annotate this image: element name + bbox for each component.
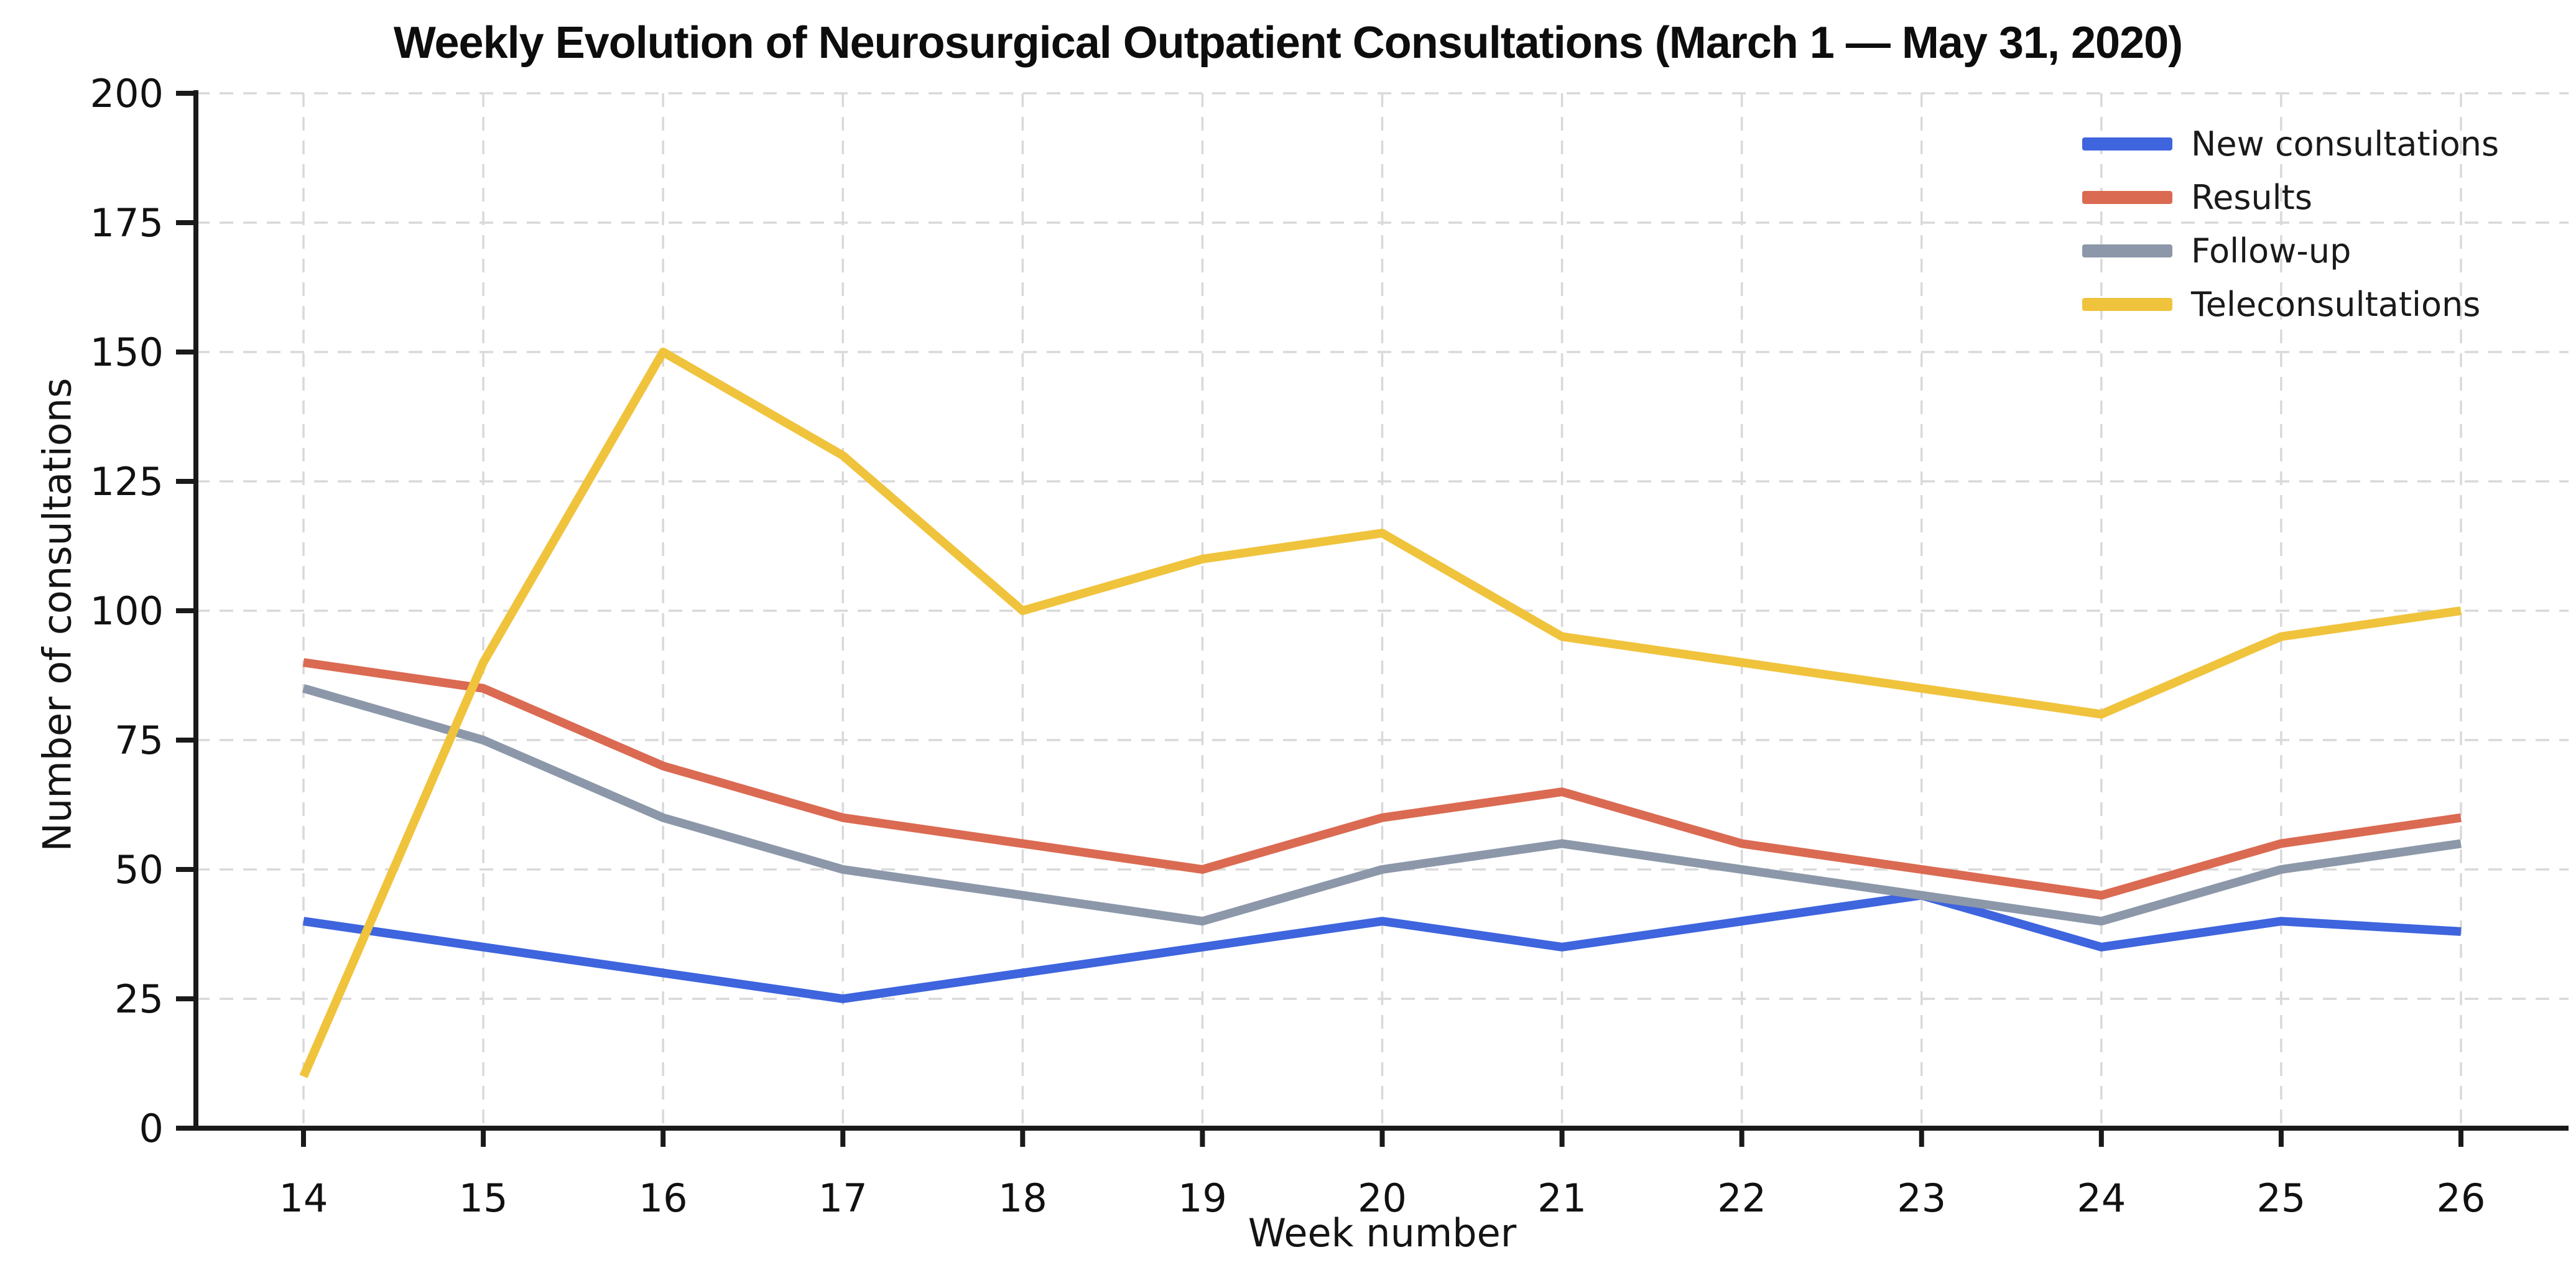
chart-title: Weekly Evolution of Neurosurgical Outpat… [393,18,2183,68]
y-tick-label: 75 [114,718,164,763]
legend-item: Follow-up [2082,224,2499,277]
x-tick-label: 21 [1537,1175,1587,1221]
x-tick-label: 19 [1178,1175,1227,1221]
x-tick-label: 16 [639,1175,688,1221]
x-tick-label: 18 [998,1175,1047,1221]
x-tick-label: 14 [279,1175,328,1221]
legend-item: Teleconsultations [2082,277,2499,331]
legend-label: Follow-up [2191,231,2351,271]
legend-label: New consultations [2191,124,2500,164]
x-tick-label: 23 [1897,1175,1946,1221]
y-tick-label: 25 [114,976,164,1022]
y-tick-label: 100 [90,588,164,634]
x-tick-label: 26 [2437,1175,2486,1221]
y-tick-label: 150 [90,330,164,375]
series-line-results [303,658,2462,900]
y-tick-label: 50 [114,847,164,892]
series-line-follow-up [302,684,2462,926]
legend-label: Teleconsultations [2191,284,2481,324]
x-tick-label: 22 [1717,1175,1766,1221]
legend-label: Results [2191,177,2312,217]
y-tick-label: 200 [90,71,164,116]
x-tick-label: 15 [459,1175,508,1221]
legend-line-swatch [2082,244,2172,257]
x-tick-label: 20 [1358,1175,1407,1221]
y-axis-label: Number of consultations [34,378,80,852]
legend-line-swatch [2082,297,2172,311]
series-line-teleconsultations [299,348,2462,1078]
x-tick-label: 24 [2077,1175,2126,1221]
series-line-new-consultations [303,891,2462,1003]
legend-item: New consultations [2082,117,2499,170]
legend-line-swatch [2082,137,2172,151]
y-tick-label: 125 [90,459,164,504]
legend: New consultations Results Follow-up Telecon… [2082,117,2499,331]
y-tick-label: 0 [139,1106,164,1151]
legend-item: Results [2082,170,2499,224]
x-axis-label: Week number [1248,1210,1517,1256]
legend-line-swatch [2082,190,2172,204]
x-tick-label: 25 [2256,1175,2305,1221]
x-tick-label: 17 [818,1175,868,1221]
y-tick-label: 175 [90,200,164,246]
